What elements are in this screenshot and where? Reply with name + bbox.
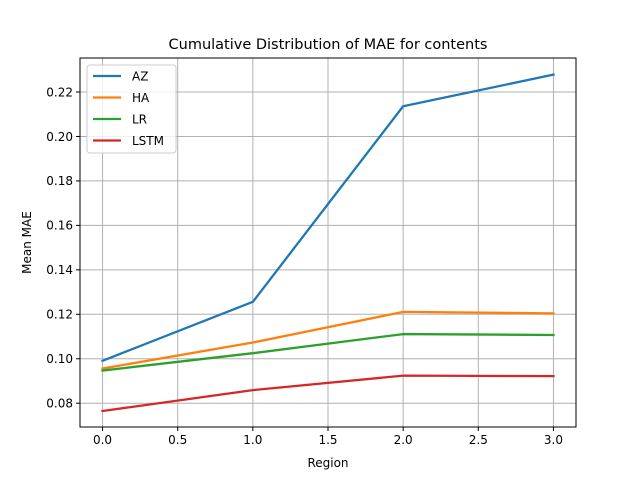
- x-tick-label: 2.5: [469, 433, 488, 447]
- x-tick-label: 1.5: [318, 433, 337, 447]
- series-line-lr: [101, 332, 555, 372]
- y-tick-label: 0.14: [46, 263, 73, 277]
- series-line-lstm: [101, 374, 555, 413]
- legend: AZ HA LR LSTM: [86, 64, 177, 154]
- x-axis-label: Region: [307, 456, 348, 470]
- legend-label: HA: [132, 91, 150, 105]
- axis-ticks: 0.0 0.5 1.0 1.5 2.0 2.5 3.0 0.08 0.10 0.12 0.14 0.1…: [46, 85, 563, 447]
- y-tick-label: 0.10: [46, 352, 73, 366]
- x-tick-label: 2.0: [394, 433, 413, 447]
- legend-box: [86, 64, 177, 154]
- y-axis-label: Mean MAE: [20, 211, 34, 274]
- y-tick-label: 0.16: [46, 219, 73, 233]
- legend-label: LSTM: [132, 134, 164, 148]
- x-tick-label: 0.5: [168, 433, 187, 447]
- y-tick-label: 0.18: [46, 174, 73, 188]
- series-lines: [101, 73, 555, 413]
- y-tick-label: 0.08: [46, 397, 73, 411]
- y-tick-label: 0.22: [46, 85, 73, 99]
- x-tick-label: 3.0: [544, 433, 563, 447]
- series-line-ha: [101, 310, 555, 370]
- x-tick-label: 0.0: [93, 433, 112, 447]
- legend-label: LR: [132, 112, 147, 126]
- series-line-az: [101, 73, 555, 363]
- y-tick-label: 0.20: [46, 130, 73, 144]
- chart-title: Cumulative Distribution of MAE for conte…: [169, 37, 488, 53]
- legend-label: AZ: [132, 69, 148, 83]
- x-tick-label: 1.0: [243, 433, 262, 447]
- grid-lines: [80, 58, 576, 427]
- y-tick-label: 0.12: [46, 308, 73, 322]
